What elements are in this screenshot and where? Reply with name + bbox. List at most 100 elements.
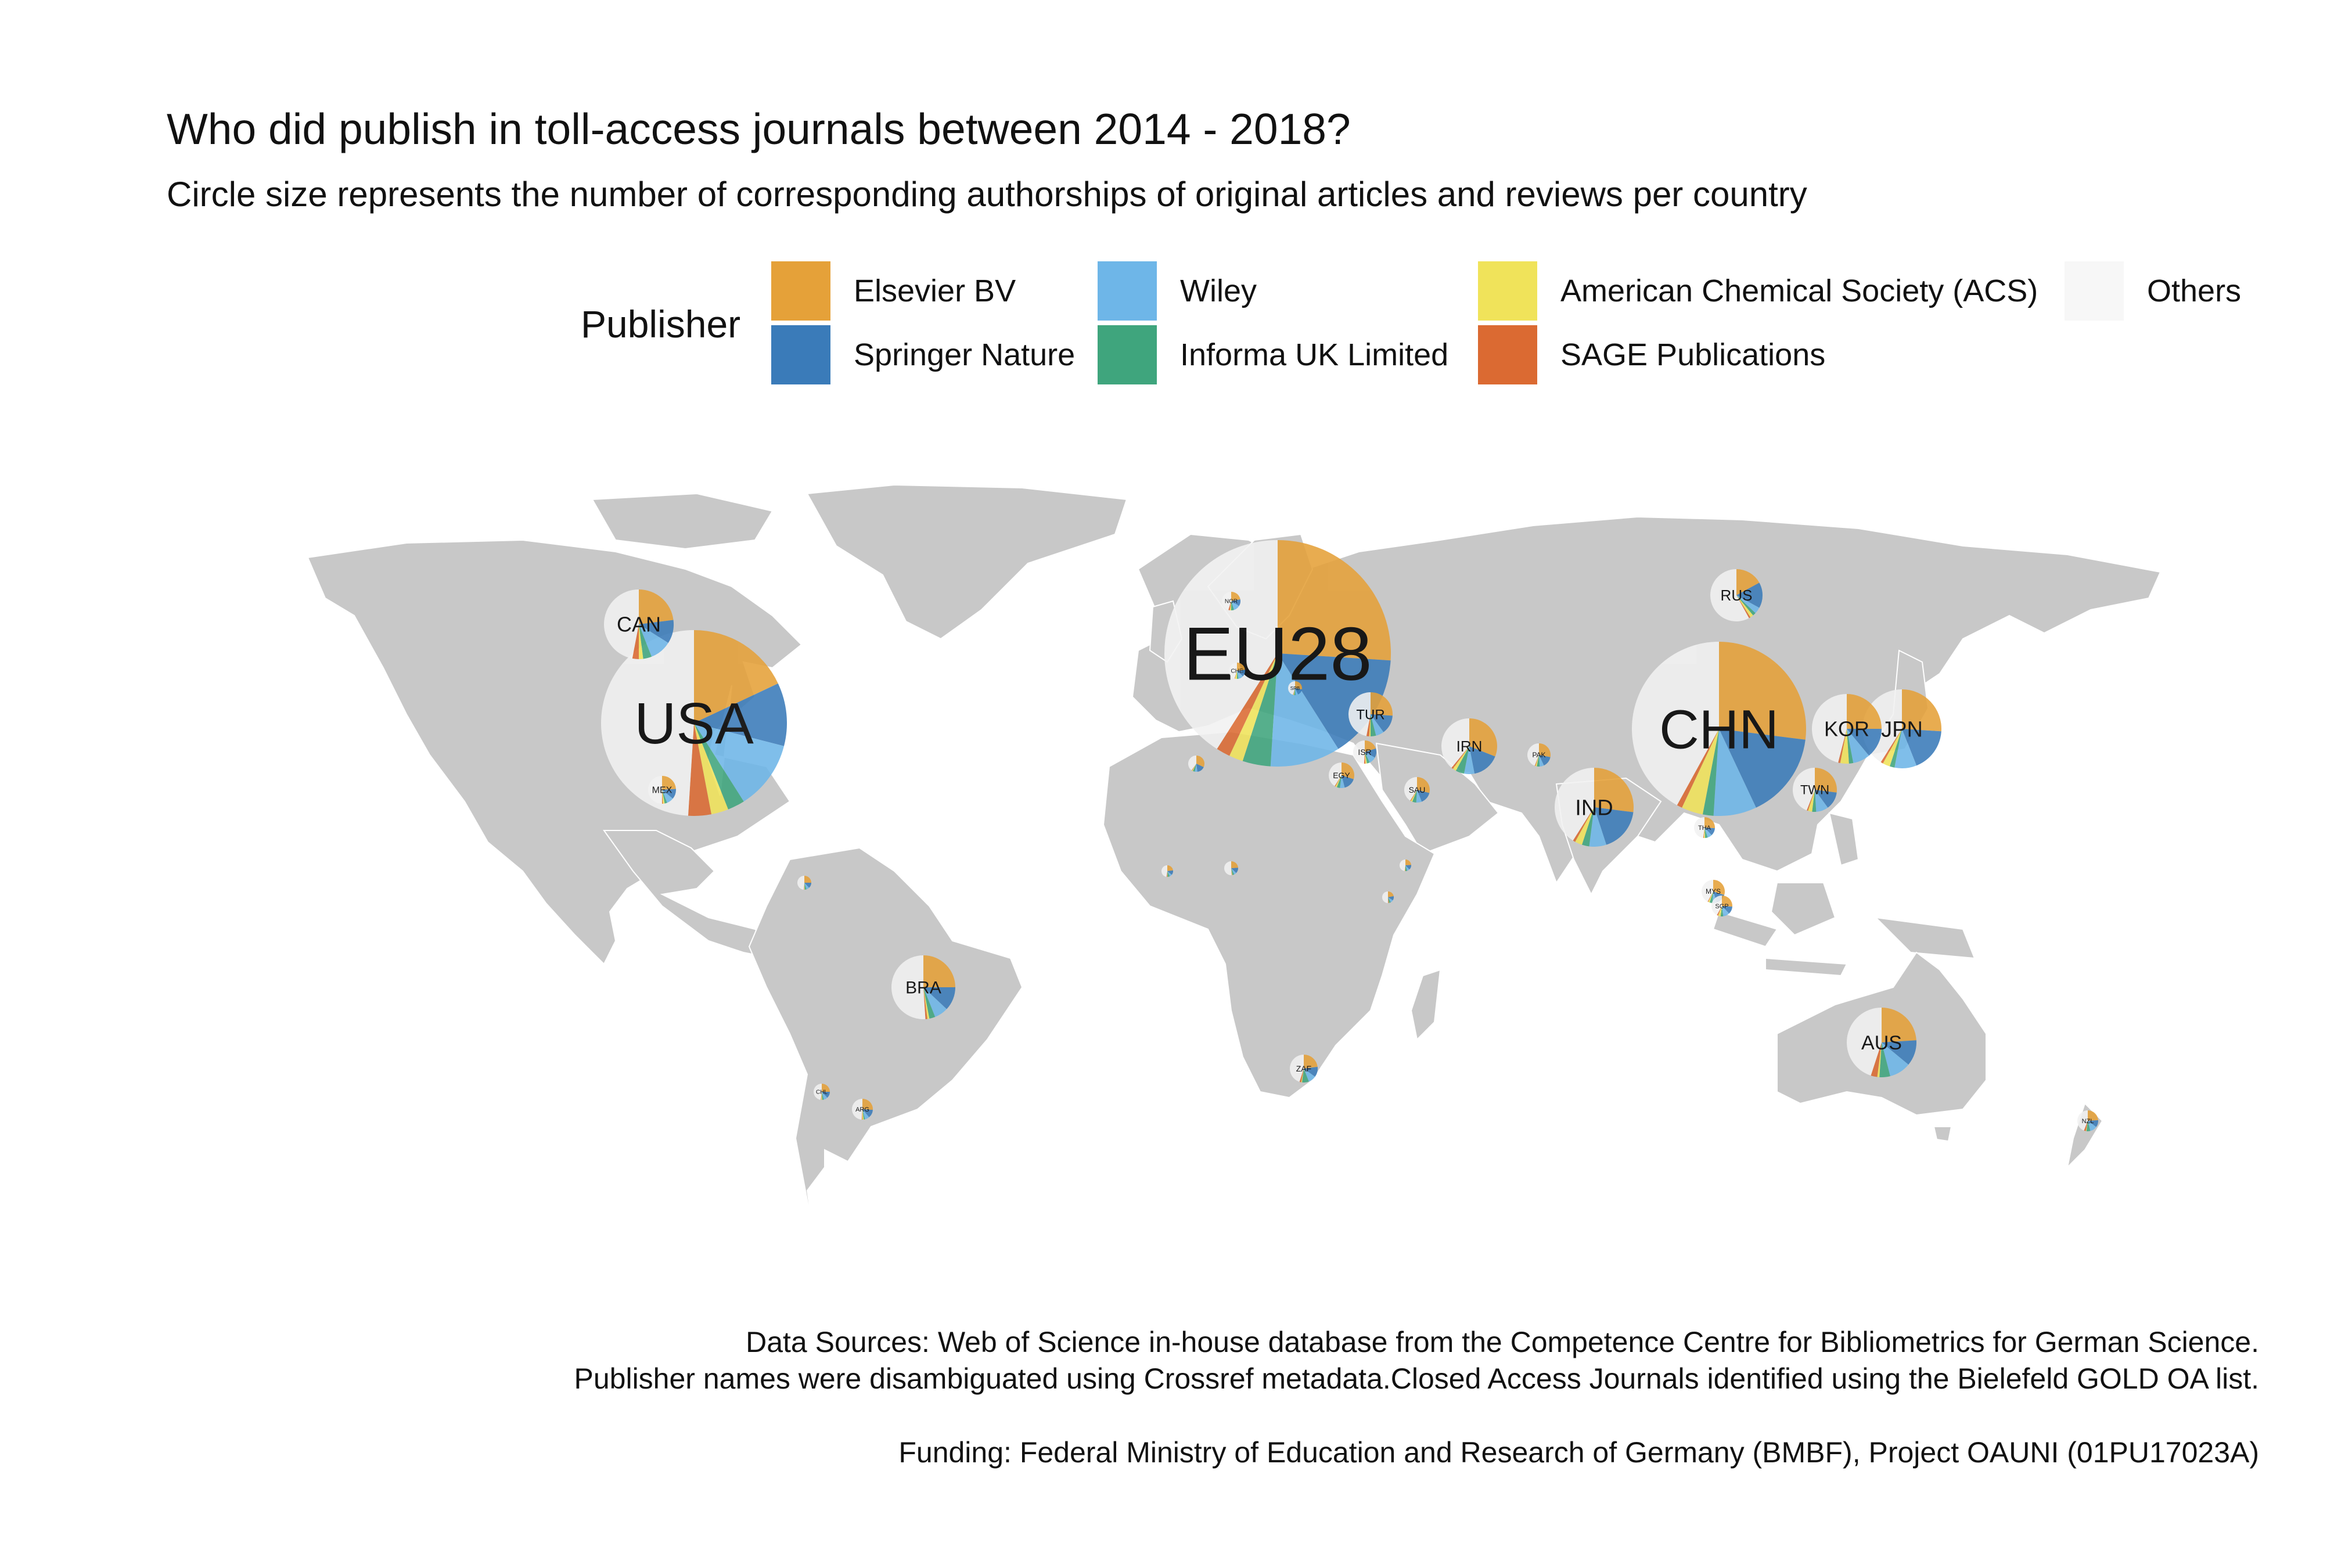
country-pies: EU28 USA CHN CAN JPN KOR IND AUS BRA RUS IRN TUR TWN… bbox=[600, 540, 2098, 1131]
pie-nor: NOR bbox=[1222, 592, 1240, 610]
legend-label-springer: Springer Nature bbox=[854, 337, 1076, 372]
pie-slice-sgp-springer bbox=[1722, 906, 1732, 914]
pie-slice-pak-wiley bbox=[1539, 755, 1544, 767]
pie-slice-irn-elsevier bbox=[1469, 718, 1497, 757]
pie-slice-ind-others bbox=[1555, 768, 1594, 841]
pie-tha: THA bbox=[1693, 817, 1716, 838]
pie-slice-ind-informa bbox=[1581, 807, 1594, 847]
pie-slice-sau-sage bbox=[1410, 790, 1417, 801]
pie-slice-nga-sage bbox=[1231, 868, 1232, 875]
legend-swatch-springer bbox=[771, 325, 830, 384]
pie-slice-jpn-informa bbox=[1889, 729, 1902, 768]
pie-slice-zaf-wiley bbox=[1304, 1069, 1315, 1082]
pie-slice-ken-informa bbox=[1388, 897, 1391, 903]
pie-slice-usa-others bbox=[600, 630, 694, 816]
pie-slice-bra-elsevier bbox=[923, 955, 955, 987]
pie-slice-chl-elsevier bbox=[822, 1084, 830, 1092]
pie-slice-egy-wiley bbox=[1340, 775, 1345, 788]
pie-slice-sau-informa bbox=[1412, 790, 1417, 803]
country-label-egy: EGY bbox=[1333, 771, 1350, 780]
pie-slice-kor-sage bbox=[1838, 729, 1847, 763]
pie-twn: TWN bbox=[1793, 768, 1837, 812]
landmass-tasmania bbox=[1933, 1126, 1952, 1142]
country-label-bra: BRA bbox=[905, 979, 941, 998]
legend-label-sage: SAGE Publications bbox=[1560, 337, 1826, 372]
pie-slice-usa-wiley bbox=[694, 723, 784, 802]
pie-eu28: EU28 bbox=[1164, 540, 1391, 767]
pie-slice-nzl-elsevier bbox=[2088, 1110, 2098, 1121]
pie-ind: IND bbox=[1555, 768, 1634, 847]
pie-slice-jpn-elsevier bbox=[1902, 689, 1941, 732]
pie-slice-nzl-springer bbox=[2088, 1120, 2098, 1127]
legend-swatch-wiley bbox=[1098, 261, 1157, 321]
pie-slice-ind-acs bbox=[1575, 807, 1594, 845]
country-label-kor: KOR bbox=[1824, 717, 1869, 741]
pie-can: CAN bbox=[604, 589, 674, 659]
pie-slice-mys-acs bbox=[1708, 891, 1713, 903]
legend-swatch-sage bbox=[1478, 325, 1537, 384]
pie-slice-srb-wiley bbox=[1295, 688, 1299, 695]
pie-slice-arg-wiley bbox=[862, 1109, 869, 1120]
pie-slice-twn-informa bbox=[1812, 790, 1817, 812]
pie-slice-aus-others bbox=[1847, 1008, 1882, 1076]
country-label-chl: CHL bbox=[816, 1089, 828, 1096]
pie-slice-tha-others bbox=[1693, 817, 1704, 838]
pie-slice-bra-sage bbox=[923, 987, 927, 1019]
pie-slice-che-others bbox=[1228, 663, 1237, 679]
pie-slice-ken-acs bbox=[1388, 897, 1389, 903]
pie-slice-eth-informa bbox=[1405, 865, 1408, 871]
pie-slice-nor-informa bbox=[1231, 601, 1234, 610]
chart-subtitle: Circle size represents the number of cor… bbox=[167, 175, 1807, 214]
pie-slice-kor-springer bbox=[1847, 729, 1882, 756]
pie-slice-gha-springer bbox=[1167, 870, 1173, 875]
pie-slice-srb-springer bbox=[1295, 688, 1302, 695]
pie-slice-che-wiley bbox=[1237, 671, 1243, 679]
pie-chl: CHL bbox=[814, 1084, 830, 1100]
legend-item-acs: American Chemical Society (ACS) bbox=[1478, 261, 2038, 321]
country-label-twn: TWN bbox=[1800, 783, 1829, 797]
pie-kor: KOR bbox=[1812, 694, 1882, 764]
pie-slice-zaf-springer bbox=[1304, 1066, 1318, 1077]
pie-slice-jpn-wiley bbox=[1894, 729, 1917, 769]
pie-slice-zaf-sage bbox=[1299, 1069, 1304, 1083]
pie-slice-mex-wiley bbox=[662, 790, 673, 803]
pie-slice-ken-sage bbox=[1388, 897, 1389, 903]
pie-slice-ind-wiley bbox=[1589, 807, 1607, 847]
pie-slice-ken-others bbox=[1382, 891, 1388, 903]
legend-label-elsevier: Elsevier BV bbox=[854, 274, 1016, 308]
pie-slice-gha-acs bbox=[1167, 871, 1168, 877]
pie-slice-chn-wiley bbox=[1713, 729, 1756, 816]
pie-slice-egy-springer bbox=[1342, 775, 1354, 788]
pie-slice-sgp-elsevier bbox=[1722, 896, 1733, 907]
pie-slice-sgp-informa bbox=[1720, 906, 1724, 917]
pie-slice-nor-springer bbox=[1231, 599, 1240, 606]
pie-slice-twn-acs bbox=[1808, 790, 1815, 812]
pie-slice-tha-elsevier bbox=[1704, 817, 1716, 829]
country-label-aus: AUS bbox=[1861, 1032, 1902, 1054]
pie-slice-aus-acs bbox=[1877, 1042, 1882, 1077]
pie-irn: IRN bbox=[1441, 718, 1497, 774]
pie-slice-tha-wiley bbox=[1704, 828, 1712, 838]
pie-usa: USA bbox=[600, 630, 787, 817]
pie-slice-can-springer bbox=[639, 620, 674, 643]
pie-slice-eth-others bbox=[1400, 859, 1405, 871]
country-label-mys: MYS bbox=[1706, 887, 1721, 896]
pie-slice-chn-sage bbox=[1677, 729, 1719, 808]
country-label-nor: NOR bbox=[1225, 599, 1238, 605]
pie-gha bbox=[1161, 865, 1173, 877]
pie-aus: AUS bbox=[1847, 1008, 1916, 1078]
pie-slice-nga-informa bbox=[1231, 868, 1235, 875]
landmass-south-america bbox=[748, 847, 1023, 1232]
country-label-che: CHE bbox=[1231, 668, 1243, 675]
pie-slice-chn-informa bbox=[1702, 729, 1719, 816]
pie-arg: ARG bbox=[852, 1099, 873, 1120]
chart-title: Who did publish in toll-access journals … bbox=[167, 105, 1351, 153]
pie-slice-tun-wiley bbox=[1195, 764, 1197, 772]
country-label-rus: RUS bbox=[1721, 587, 1753, 604]
pie-slice-tha-acs bbox=[1703, 828, 1706, 838]
pie-slice-tun-informa bbox=[1193, 764, 1196, 772]
pie-slice-nor-elsevier bbox=[1231, 592, 1240, 601]
pie-slice-arg-springer bbox=[862, 1109, 873, 1117]
pie-slice-isr-springer bbox=[1365, 748, 1376, 758]
pie-slice-col-wiley bbox=[804, 883, 810, 890]
